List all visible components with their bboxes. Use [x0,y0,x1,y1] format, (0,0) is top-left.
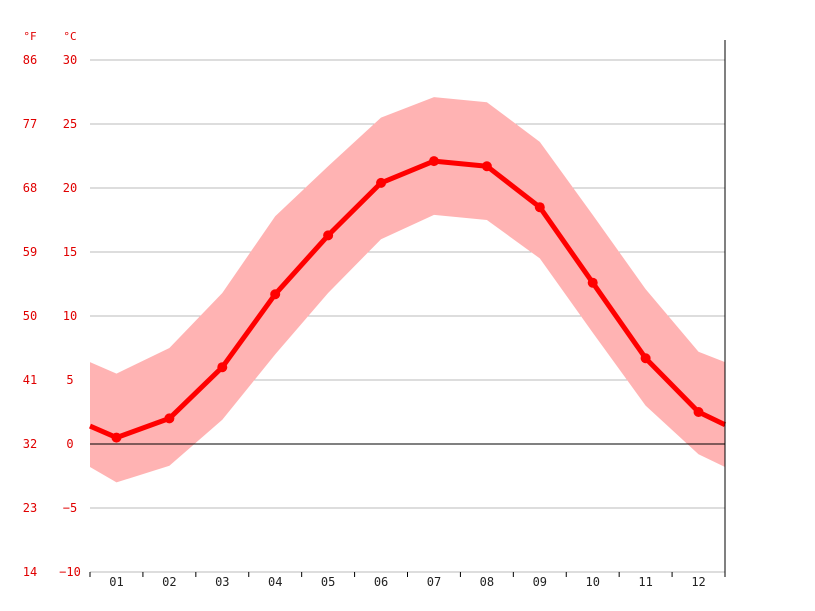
y-tick-f: 86 [23,53,37,67]
average-temperature-line [89,158,727,441]
x-tick-label: 06 [374,575,388,589]
x-tick-label: 10 [585,575,599,589]
x-tick-label: 12 [691,575,705,589]
y-tick-f: 50 [23,309,37,323]
data-point [217,362,228,373]
y-tick-f: 32 [23,437,37,451]
data-point [376,177,387,188]
data-point [481,161,492,172]
y-tick-f: 23 [23,501,37,515]
x-tick-label: 11 [638,575,652,589]
y-tick-f: 41 [23,373,37,387]
y-tick-c: 20 [63,181,77,195]
data-point [164,413,175,424]
x-tick-label: 07 [427,575,441,589]
y-tick-f: 59 [23,245,37,259]
x-tick-label: 03 [215,575,229,589]
data-point [111,432,122,443]
data-point [270,289,281,300]
x-tick-label: 09 [533,575,547,589]
data-point [323,230,334,241]
x-tick-label: 08 [480,575,494,589]
data-point [428,156,439,167]
y-tick-c: 0 [66,437,73,451]
temperature-range-band [90,97,725,483]
y-tick-f: 77 [23,117,37,131]
unit-c-label: °C [63,30,76,43]
y-tick-f: 68 [23,181,37,195]
x-axis: 01 02 03 04 05 06 07 08 09 10 11 12 [89,572,726,589]
y-tick-f: 14 [23,565,37,579]
data-point [534,202,545,213]
data-points [111,156,704,443]
y-tick-c: −5 [63,501,77,515]
data-point [640,353,651,364]
x-tick-label: 04 [268,575,282,589]
x-tick-label: 05 [321,575,335,589]
y-tick-c: −10 [59,565,81,579]
y-tick-c: 15 [63,245,77,259]
unit-f-label: °F [23,30,36,43]
data-point [693,407,704,417]
x-tick-label: 01 [109,575,123,589]
data-point [587,277,598,288]
x-tick-label: 02 [162,575,176,589]
y-tick-c: 30 [63,53,77,67]
y-tick-c: 25 [63,117,77,131]
y-tick-c: 5 [66,373,73,387]
y-tick-c: 10 [63,309,77,323]
y-axis: °F °C 86 30 77 25 68 20 59 15 50 10 41 5 32 0 23 −5 14 −1… [23,30,81,579]
